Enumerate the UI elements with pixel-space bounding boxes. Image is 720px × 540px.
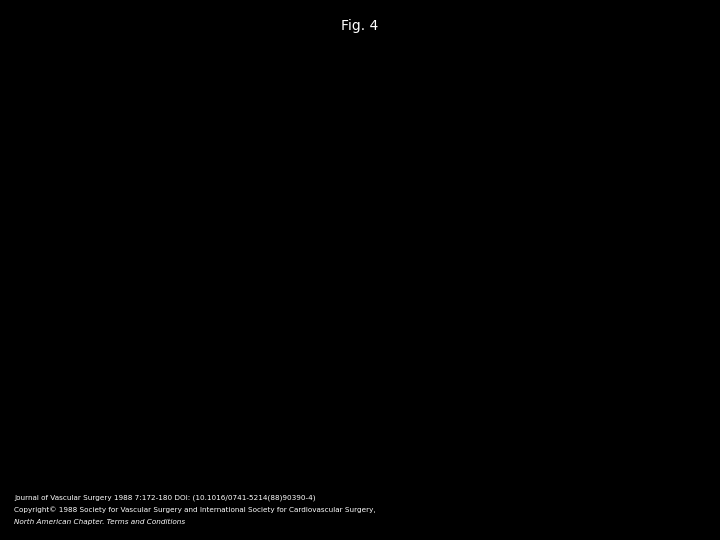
- Text: North American Chapter. Terms and Conditions: North American Chapter. Terms and Condit…: [14, 518, 186, 524]
- Text: 3 Hrs.: 3 Hrs.: [681, 414, 704, 423]
- Text: 48 Hrs.: 48 Hrs.: [402, 240, 431, 249]
- Text: COLLAGEN (19.2 μg/ml): COLLAGEN (19.2 μg/ml): [191, 81, 338, 91]
- Text: Copyright© 1988 Society for Vascular Surgery and International Society for Cardi: Copyright© 1988 Society for Vascular Sur…: [14, 507, 376, 513]
- Text: Fig. 4: Fig. 4: [341, 19, 379, 33]
- Text: 1 Min.: 1 Min.: [235, 468, 263, 477]
- Text: ADP (38.5 μM): ADP (38.5 μM): [509, 81, 600, 91]
- Text: 24 Hrs.: 24 Hrs.: [402, 294, 431, 303]
- Text: PRE: PRE: [681, 125, 697, 134]
- Text: Journal of Vascular Surgery 1988 7:172-180 DOI: (10.1016/0741-5214(88)90390-4): Journal of Vascular Surgery 1988 7:172-1…: [14, 494, 316, 501]
- Text: 3 Hrs.: 3 Hrs.: [402, 420, 426, 429]
- Text: 24 Hrs.: 24 Hrs.: [681, 309, 709, 319]
- Text: PRE: PRE: [402, 119, 418, 129]
- Text: Light Transmission: Light Transmission: [121, 216, 131, 313]
- Text: 48 Hrs.: 48 Hrs.: [681, 241, 709, 249]
- Text: 1 Min.: 1 Min.: [509, 468, 536, 477]
